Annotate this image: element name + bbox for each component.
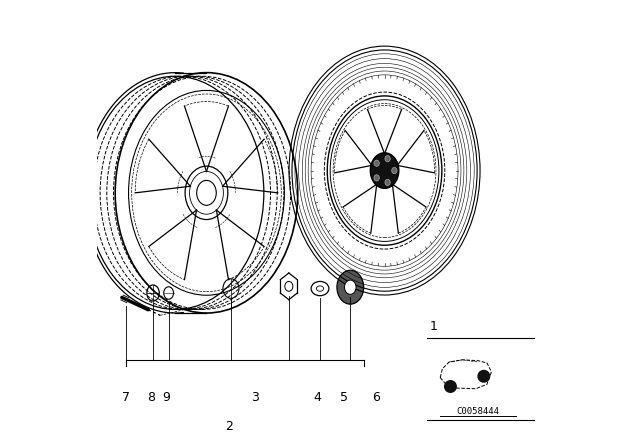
- Text: C0058444: C0058444: [456, 407, 500, 416]
- Ellipse shape: [385, 155, 390, 162]
- Text: 8: 8: [147, 391, 155, 404]
- Text: 3: 3: [252, 391, 259, 404]
- Ellipse shape: [385, 179, 390, 185]
- Ellipse shape: [337, 270, 364, 304]
- Text: 2: 2: [225, 420, 233, 433]
- Text: 1: 1: [429, 320, 438, 333]
- Ellipse shape: [392, 168, 397, 174]
- Text: 5: 5: [340, 391, 349, 404]
- Text: 6: 6: [372, 391, 380, 404]
- Ellipse shape: [374, 175, 380, 181]
- Text: 4: 4: [314, 391, 322, 404]
- Text: 9: 9: [163, 391, 170, 404]
- Circle shape: [445, 381, 456, 392]
- Ellipse shape: [344, 280, 356, 294]
- Ellipse shape: [371, 153, 399, 188]
- Ellipse shape: [374, 160, 380, 166]
- Circle shape: [478, 370, 490, 382]
- Text: 7: 7: [122, 391, 131, 404]
